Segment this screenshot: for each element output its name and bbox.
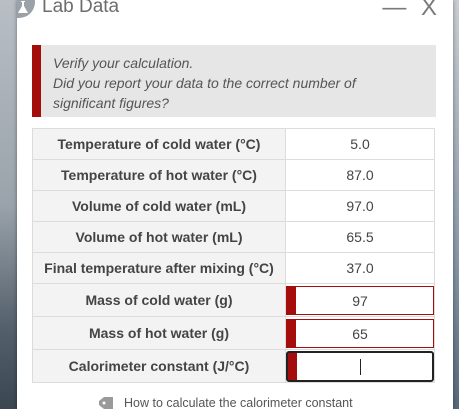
table-row: Volume of cold water (mL) 97.0 bbox=[32, 190, 435, 222]
window-controls: — X bbox=[382, 0, 439, 22]
minimize-button[interactable]: — bbox=[382, 0, 409, 21]
error-alert: Verify your calculation. Did you report … bbox=[32, 45, 436, 117]
alert-line: Did you report your data to the correct … bbox=[53, 75, 356, 91]
lab-data-window: Lab Data — X Verify your calculation. Di… bbox=[17, 0, 453, 409]
table-row: Volume of hot water (mL) 65.5 bbox=[32, 221, 435, 253]
input-cell bbox=[285, 349, 435, 383]
row-label: Calorimeter constant (J/°C) bbox=[32, 349, 286, 383]
row-label: Temperature of cold water (°C) bbox=[32, 128, 286, 160]
row-value: 87.0 bbox=[285, 159, 435, 191]
calorimeter-help-link[interactable]: How to calculate the calorimeter constan… bbox=[124, 396, 353, 409]
error-flag bbox=[288, 353, 297, 380]
input-value: 97 bbox=[352, 292, 368, 309]
background-right bbox=[453, 0, 459, 409]
row-value: 5.0 bbox=[285, 128, 435, 160]
tag-icon bbox=[99, 397, 113, 409]
row-value: 65.5 bbox=[285, 221, 435, 253]
title-bar: Lab Data — X bbox=[17, 0, 453, 22]
mass-hot-water-input[interactable]: 65 bbox=[286, 319, 434, 348]
window-title: Lab Data bbox=[42, 0, 120, 17]
row-label: Mass of hot water (g) bbox=[32, 316, 286, 350]
table-row: Mass of hot water (g) 65 bbox=[32, 316, 435, 350]
background-left bbox=[0, 0, 17, 409]
row-value: 97.0 bbox=[285, 190, 435, 222]
table-row: Temperature of cold water (°C) 5.0 bbox=[32, 128, 435, 160]
calorimeter-constant-input[interactable] bbox=[286, 351, 434, 382]
table-row: Calorimeter constant (J/°C) bbox=[32, 349, 435, 383]
close-button[interactable]: X bbox=[420, 0, 439, 21]
alert-line: Verify your calculation. bbox=[53, 55, 194, 71]
table-row: Temperature of hot water (°C) 87.0 bbox=[32, 159, 435, 191]
row-label: Final temperature after mixing (°C) bbox=[32, 252, 286, 284]
table-row: Final temperature after mixing (°C) 37.0 bbox=[32, 252, 435, 284]
lab-data-table: Temperature of cold water (°C) 5.0 Tempe… bbox=[32, 128, 435, 383]
row-label: Mass of cold water (g) bbox=[32, 283, 286, 317]
alert-message: Verify your calculation. Did you report … bbox=[53, 53, 356, 113]
error-flag bbox=[287, 287, 296, 314]
alert-accent-bar bbox=[32, 45, 41, 117]
row-label: Volume of cold water (mL) bbox=[32, 190, 286, 222]
alert-line: significant figures? bbox=[53, 95, 169, 111]
table-row: Mass of cold water (g) 97 bbox=[32, 283, 435, 317]
flask-icon bbox=[17, 0, 35, 18]
row-label: Volume of hot water (mL) bbox=[32, 221, 286, 253]
error-flag bbox=[287, 320, 296, 347]
row-value: 37.0 bbox=[285, 252, 435, 284]
input-cell: 65 bbox=[285, 316, 435, 350]
mass-cold-water-input[interactable]: 97 bbox=[286, 286, 434, 315]
text-cursor bbox=[359, 358, 361, 375]
input-value: 65 bbox=[352, 325, 368, 342]
row-label: Temperature of hot water (°C) bbox=[32, 159, 286, 191]
input-cell: 97 bbox=[285, 283, 435, 317]
